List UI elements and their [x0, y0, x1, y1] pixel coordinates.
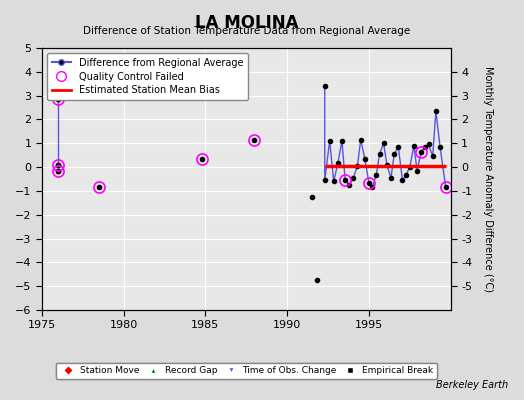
Text: Difference of Station Temperature Data from Regional Average: Difference of Station Temperature Data f… — [83, 26, 410, 36]
Text: LA MOLINA: LA MOLINA — [194, 14, 298, 32]
Y-axis label: Monthly Temperature Anomaly Difference (°C): Monthly Temperature Anomaly Difference (… — [483, 66, 493, 292]
Legend: Station Move, Record Gap, Time of Obs. Change, Empirical Break: Station Move, Record Gap, Time of Obs. C… — [56, 362, 437, 379]
Text: Berkeley Earth: Berkeley Earth — [436, 380, 508, 390]
